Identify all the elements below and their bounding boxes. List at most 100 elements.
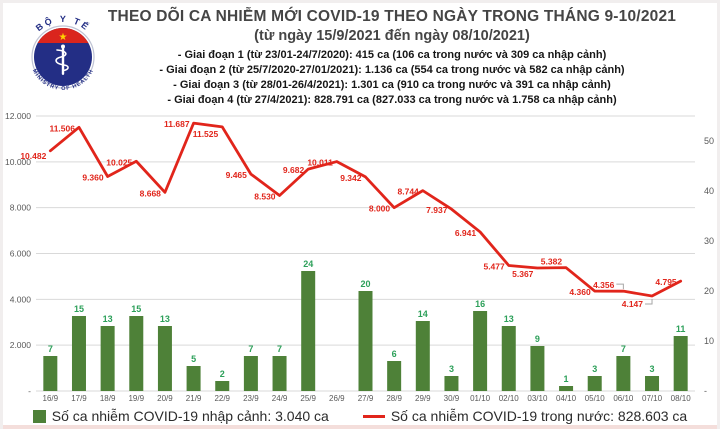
bar-value-label: 7 bbox=[621, 344, 626, 354]
bar-value-label: 13 bbox=[504, 314, 514, 324]
bar-value-label: 11 bbox=[676, 324, 686, 334]
imported-cases-bar bbox=[243, 356, 258, 391]
line-value-label: 8.668 bbox=[140, 188, 162, 198]
right-axis-tick: - bbox=[704, 386, 707, 396]
line-value-label: 9.682 bbox=[283, 165, 305, 175]
x-axis-label: 07/10 bbox=[642, 394, 663, 403]
bar-value-label: 16 bbox=[475, 299, 485, 309]
left-axis-tick: 6.000 bbox=[10, 249, 32, 259]
bar-value-label: 20 bbox=[360, 279, 370, 289]
imported-cases-bar bbox=[530, 346, 545, 391]
bottom-accent-strip bbox=[3, 425, 717, 429]
x-axis-label: 01/10 bbox=[470, 394, 491, 403]
right-axis-tick: 40 bbox=[704, 186, 714, 196]
imported-cases-bar bbox=[43, 356, 58, 391]
page-subtitle: (từ ngày 15/9/2021 đến ngày 08/10/2021) bbox=[254, 28, 530, 44]
imported-cases-bar bbox=[129, 316, 144, 391]
bar-value-label: 13 bbox=[160, 314, 170, 324]
bar-value-label: 3 bbox=[650, 364, 655, 374]
line-value-label: 8.744 bbox=[398, 187, 420, 197]
bar-value-label: 1 bbox=[564, 374, 569, 384]
legend-item-domestic: Số ca nhiễm COVID-19 trong nước: 828.603… bbox=[362, 408, 688, 424]
legend-domestic-label: Số ca nhiễm COVID-19 trong nước: 828.603… bbox=[390, 408, 688, 424]
imported-cases-bar bbox=[673, 336, 688, 391]
phase-summary: - Giai đoạn 1 (từ 23/01-24/7/2020): 415 … bbox=[67, 48, 717, 108]
imported-cases-bar bbox=[645, 376, 660, 391]
bar-value-label: 14 bbox=[418, 309, 428, 319]
imported-cases-bar bbox=[415, 321, 430, 391]
bar-value-label: 7 bbox=[277, 344, 282, 354]
phase-2-line: - Giai đoạn 2 (từ 25/7/2020-27/01/2021):… bbox=[159, 64, 625, 76]
logo-snake-head bbox=[61, 44, 65, 49]
imported-cases-bar bbox=[616, 356, 631, 391]
phase-3-line: - Giai đoạn 3 (từ 28/01-26/4/2021): 1.30… bbox=[173, 79, 611, 91]
bar-value-label: 7 bbox=[48, 344, 53, 354]
left-axis-tick: 2.000 bbox=[10, 340, 32, 350]
x-axis-label: 22/9 bbox=[214, 394, 230, 403]
left-axis-tick: 8.000 bbox=[10, 203, 32, 213]
ministry-of-health-logo: BỘ Y TẾ ★ MINISTRY OF HEALTH bbox=[31, 14, 95, 92]
logo-snake-icon bbox=[55, 49, 69, 72]
imported-cases-bar bbox=[272, 356, 287, 391]
logo-staff-icon bbox=[61, 45, 65, 75]
line-value-label: 8.530 bbox=[254, 192, 276, 202]
line-value-label: 4.360 bbox=[569, 287, 591, 297]
logo-star-icon: ★ bbox=[59, 32, 68, 43]
phase-1-line: - Giai đoạn 1 (từ 23/01-24/7/2020): 415 … bbox=[177, 49, 607, 61]
line-value-label: 11.506 bbox=[49, 123, 75, 133]
line-value-label: 5.367 bbox=[512, 269, 534, 279]
line-value-label: 8.000 bbox=[369, 204, 391, 214]
bar-value-label: 3 bbox=[449, 364, 454, 374]
x-axis-label: 20/9 bbox=[157, 394, 173, 403]
x-axis-label: 19/9 bbox=[128, 394, 144, 403]
imported-cases-bar bbox=[387, 361, 402, 391]
x-axis-label: 05/10 bbox=[585, 394, 606, 403]
bar-value-label: 9 bbox=[535, 334, 540, 344]
bar-value-label: 6 bbox=[392, 349, 397, 359]
line-value-label: 9.342 bbox=[340, 173, 362, 183]
imported-cases-bar bbox=[501, 326, 516, 391]
x-axis-label: 28/9 bbox=[386, 394, 402, 403]
line-value-label: 4.356 bbox=[593, 280, 615, 290]
x-axis-label: 26/9 bbox=[329, 394, 345, 403]
bar-value-label: 7 bbox=[248, 344, 253, 354]
x-axis-label: 04/10 bbox=[556, 394, 577, 403]
bar-value-label: 13 bbox=[103, 314, 113, 324]
bar-value-label: 15 bbox=[131, 304, 141, 314]
x-axis-label: 18/9 bbox=[100, 394, 116, 403]
label-callout bbox=[616, 283, 624, 290]
imported-cases-bar bbox=[473, 311, 488, 391]
x-axis-label: 03/10 bbox=[527, 394, 548, 403]
imported-cases-bar bbox=[587, 376, 602, 391]
bar-value-label: 24 bbox=[303, 259, 313, 269]
x-axis-label: 30/9 bbox=[444, 394, 460, 403]
x-axis-label: 21/9 bbox=[186, 394, 202, 403]
imported-cases-bar bbox=[358, 291, 373, 391]
line-value-label: 9.465 bbox=[226, 170, 248, 180]
imported-cases-swatch bbox=[32, 409, 46, 423]
right-axis-tick: 20 bbox=[704, 286, 714, 296]
line-value-label: 9.360 bbox=[82, 173, 104, 183]
left-axis-tick: 10.000 bbox=[5, 157, 31, 167]
imported-cases-bar bbox=[157, 326, 172, 391]
line-value-label: 5.382 bbox=[541, 257, 563, 267]
logo-red-cap bbox=[37, 28, 89, 43]
line-value-label: 11.525 bbox=[193, 129, 219, 139]
x-axis-label: 16/9 bbox=[43, 394, 59, 403]
covid-daily-cases-chart: 12.00010.0008.0006.0004.0002.000-5040302… bbox=[5, 111, 714, 403]
right-axis-tick: 10 bbox=[704, 336, 714, 346]
x-axis-label: 06/10 bbox=[613, 394, 634, 403]
line-value-label: 5.477 bbox=[483, 261, 505, 271]
line-value-label: 4.147 bbox=[622, 299, 644, 309]
legend-item-imported: Số ca nhiễm COVID-19 nhập cảnh: 3.040 ca bbox=[32, 408, 329, 424]
x-axis-label: 17/9 bbox=[71, 394, 87, 403]
x-axis-label: 27/9 bbox=[358, 394, 374, 403]
line-value-label: 10.025 bbox=[106, 157, 132, 167]
line-value-label: 11.687 bbox=[164, 119, 190, 129]
phase-4-line: - Giai đoạn 4 (từ 27/4/2021): 828.791 ca… bbox=[167, 94, 617, 106]
domestic-cases-swatch bbox=[362, 414, 385, 418]
imported-cases-bar bbox=[301, 271, 316, 391]
bar-value-label: 2 bbox=[220, 369, 225, 379]
bar-value-label: 3 bbox=[592, 364, 597, 374]
line-value-label: 10.482 bbox=[20, 151, 46, 161]
